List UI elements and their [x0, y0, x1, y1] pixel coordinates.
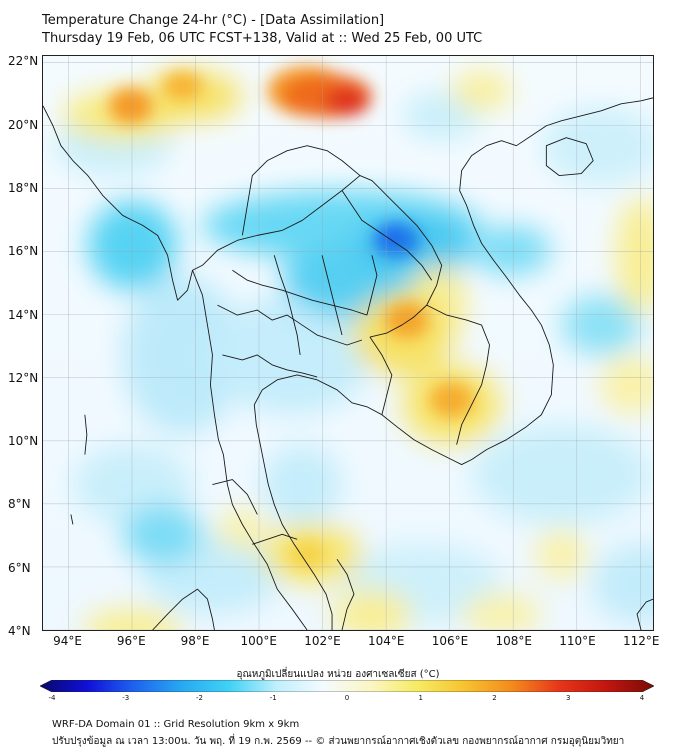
- colorbar: [40, 680, 654, 692]
- lat-label: 16°N: [8, 244, 39, 259]
- lat-label: 12°N: [8, 370, 39, 385]
- colorbar-tick-label: -2: [196, 694, 203, 702]
- lat-label: 4°N: [8, 624, 31, 638]
- colorbar-tick-label: 4: [639, 694, 645, 702]
- colorbar-tick-label: 2: [492, 694, 497, 702]
- map-canvas: [43, 56, 653, 630]
- lat-label: 14°N: [8, 307, 39, 322]
- lat-label: 18°N: [8, 180, 39, 195]
- map-title: Temperature Change 24-hr (°C) - [Data As…: [42, 13, 385, 28]
- lat-label: 20°N: [8, 117, 39, 132]
- lon-label: 100°E: [240, 634, 278, 648]
- coastlines-and-borders: [43, 97, 653, 630]
- colorbar-tick-label: -4: [48, 694, 56, 702]
- colorbar-title: อุณหภูมิเปลี่ยนแปลง หน่วย องศาเซลเซียส (…: [236, 669, 440, 680]
- lat-label: 8°N: [8, 497, 31, 512]
- gridlines: [43, 56, 653, 630]
- lon-label: 104°E: [368, 634, 405, 648]
- lon-label: 94°E: [53, 634, 82, 648]
- lon-label: 110°E: [559, 634, 596, 648]
- colorbar-gradient: [40, 680, 654, 692]
- colorbar-tick-label: 0: [344, 694, 350, 702]
- map-subtitle: Thursday 19 Feb, 06 UTC FCST+138, Valid …: [42, 31, 483, 46]
- lat-label: 6°N: [8, 560, 31, 575]
- lon-label: 96°E: [116, 634, 146, 648]
- colorbar-tick-label: -1: [269, 694, 277, 702]
- colorbar-tick-label: -3: [122, 694, 130, 702]
- lat-label: 22°N: [8, 54, 39, 69]
- lon-label: 108°E: [495, 634, 533, 648]
- footer-model-info: WRF-DA Domain 01 :: Grid Resolution 9km …: [52, 719, 300, 730]
- lat-label: 10°N: [8, 434, 39, 449]
- lon-label: 102°E: [304, 634, 341, 648]
- footer-credit: ปรับปรุงข้อมูล ณ เวลา 13:00น. วัน พฤ. ที…: [52, 736, 625, 747]
- colorbar-tick-label: 3: [566, 694, 571, 702]
- temperature-change-map[interactable]: [42, 55, 654, 631]
- lon-label: 106°E: [431, 634, 469, 648]
- colorbar-tick-label: 1: [418, 694, 423, 702]
- temperature-field: [52, 65, 653, 630]
- lon-label: 98°E: [180, 634, 210, 648]
- lon-label: 112°E: [623, 634, 660, 648]
